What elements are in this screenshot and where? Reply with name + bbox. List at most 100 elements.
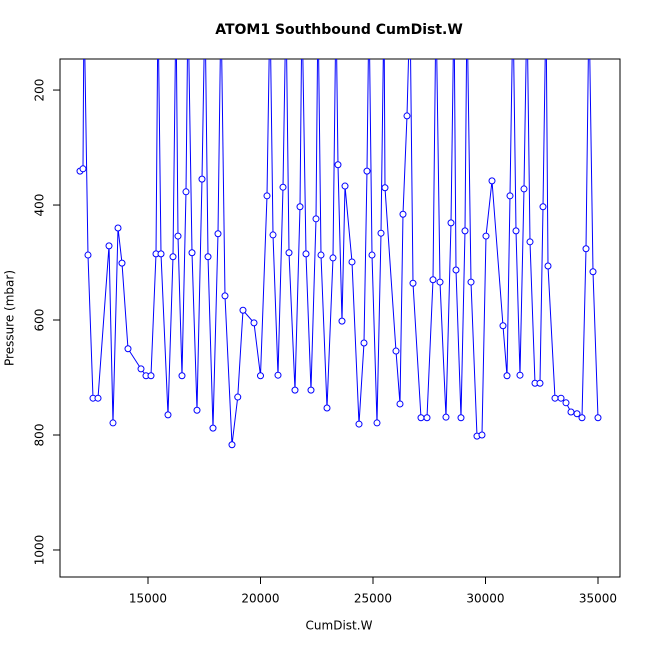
- data-point: [256, 372, 264, 380]
- data-point: [594, 414, 602, 422]
- plot-area: [76, 1, 602, 449]
- x-tick-label: 25000: [354, 592, 392, 606]
- data-point: [338, 317, 346, 325]
- data-point: [94, 394, 102, 402]
- data-point: [105, 242, 113, 250]
- data-point: [79, 165, 87, 173]
- data-point: [478, 431, 486, 439]
- x-tick-label: 20000: [241, 592, 279, 606]
- chart-title: ATOM1 Southbound CumDist.W: [215, 22, 463, 38]
- data-point: [317, 251, 325, 259]
- data-point: [164, 411, 172, 419]
- data-point: [299, 1, 305, 7]
- data-point: [503, 372, 511, 380]
- data-point: [557, 394, 565, 402]
- data-point: [250, 319, 258, 327]
- data-point: [147, 372, 155, 380]
- data-point: [329, 254, 337, 262]
- data-point: [274, 371, 282, 379]
- data-point: [451, 1, 457, 7]
- data-point: [506, 192, 514, 200]
- data-point: [124, 345, 132, 353]
- data-point: [155, 1, 161, 7]
- data-point: [510, 1, 516, 7]
- data-point: [461, 227, 469, 235]
- data-point: [169, 253, 177, 261]
- data-point: [204, 253, 212, 261]
- data-point: [173, 1, 179, 7]
- data-point: [539, 203, 547, 211]
- data-point: [137, 365, 145, 373]
- data-point: [355, 420, 363, 428]
- data-point: [573, 410, 581, 418]
- data-point: [536, 379, 544, 387]
- data-point: [488, 177, 496, 185]
- data-point: [185, 1, 191, 7]
- data-point: [429, 276, 437, 284]
- data-point: [423, 414, 431, 422]
- data-point: [396, 400, 404, 408]
- x-tick-label: 15000: [129, 592, 167, 606]
- data-point: [512, 227, 520, 235]
- data-point: [202, 1, 208, 7]
- data-point: [464, 1, 470, 7]
- y-tick-label: 600: [33, 309, 47, 332]
- data-point: [417, 414, 425, 422]
- data-point: [392, 347, 400, 355]
- data-point: [182, 188, 190, 196]
- data-point: [263, 192, 271, 200]
- data-point: [81, 1, 87, 7]
- data-point: [499, 322, 507, 330]
- data-point: [403, 112, 411, 120]
- data-point: [589, 268, 597, 276]
- data-point: [267, 1, 273, 7]
- data-point: [239, 306, 247, 314]
- y-tick-label: 1000: [33, 535, 47, 566]
- data-point: [285, 249, 293, 257]
- data-point: [302, 250, 310, 258]
- data-point: [524, 1, 530, 7]
- data-point: [348, 258, 356, 266]
- data-point: [214, 230, 222, 238]
- data-point: [520, 185, 528, 193]
- data-point: [482, 232, 490, 240]
- data-point: [526, 238, 534, 246]
- data-point: [407, 1, 413, 7]
- data-point: [360, 339, 368, 347]
- data-point: [366, 1, 372, 7]
- data-point: [198, 175, 206, 183]
- data-point: [312, 215, 320, 223]
- data-point: [188, 249, 196, 257]
- data-point: [381, 184, 389, 192]
- data-point: [543, 1, 549, 7]
- data-point: [209, 424, 217, 432]
- data-point: [221, 292, 229, 300]
- data-point: [377, 229, 385, 237]
- data-point: [409, 279, 417, 287]
- x-axis-label: CumDist.W: [306, 619, 373, 633]
- data-point: [457, 414, 465, 422]
- data-point: [157, 250, 165, 258]
- series-line: [79, 59, 599, 445]
- data-point: [562, 399, 570, 407]
- data-point: [218, 1, 224, 7]
- data-point: [368, 251, 376, 259]
- data-point: [433, 1, 439, 7]
- data-point: [84, 251, 92, 259]
- data-point: [578, 414, 586, 422]
- data-point: [334, 161, 342, 169]
- data-point: [436, 278, 444, 286]
- plot-box: [59, 58, 621, 578]
- data-point: [551, 394, 559, 402]
- data-point: [279, 183, 287, 191]
- data-point: [567, 408, 575, 416]
- x-tick-label: 30000: [466, 592, 504, 606]
- y-tick-label: 800: [33, 424, 47, 447]
- data-point: [315, 1, 321, 7]
- data-point: [283, 1, 289, 7]
- x-tick-label: 35000: [579, 592, 617, 606]
- data-point: [307, 386, 315, 394]
- data-point: [178, 372, 186, 380]
- data-point: [586, 1, 592, 7]
